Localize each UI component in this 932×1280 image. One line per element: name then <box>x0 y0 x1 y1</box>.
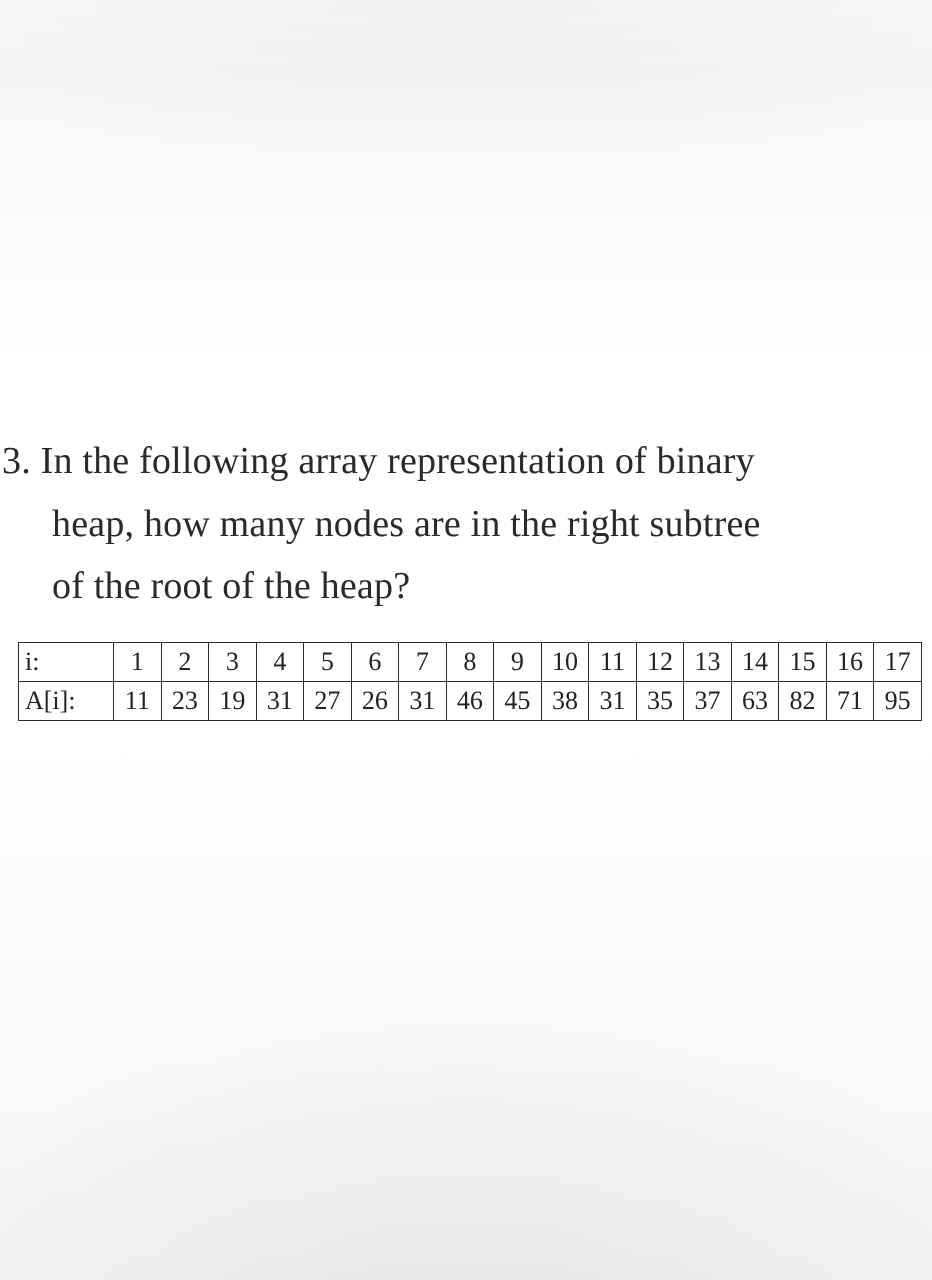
index-cell: 17 <box>874 643 922 682</box>
index-cell: 5 <box>304 643 352 682</box>
heap-table-wrap: i: 1 2 3 4 5 6 7 8 9 10 11 12 13 14 15 1… <box>18 642 922 721</box>
index-cell: 15 <box>779 643 827 682</box>
index-cell: 16 <box>826 643 874 682</box>
index-cell: 12 <box>636 643 684 682</box>
value-cell: 19 <box>209 682 257 721</box>
question-line-2: heap, how many nodes are in the right su… <box>0 493 898 556</box>
value-cell: 63 <box>731 682 779 721</box>
value-cell: 31 <box>256 682 304 721</box>
value-cell: 95 <box>874 682 922 721</box>
row-label-index: i: <box>19 643 114 682</box>
index-cell: 2 <box>161 643 209 682</box>
index-cell: 1 <box>114 643 162 682</box>
page: 3. In the following array representation… <box>0 0 932 1280</box>
index-cell: 13 <box>684 643 732 682</box>
row-label-values: A[i]: <box>19 682 114 721</box>
value-cell: 23 <box>161 682 209 721</box>
value-cell: 82 <box>779 682 827 721</box>
index-cell: 7 <box>399 643 447 682</box>
value-cell: 71 <box>826 682 874 721</box>
question-block: 3. In the following array representation… <box>0 430 932 618</box>
value-cell: 37 <box>684 682 732 721</box>
value-cell: 31 <box>399 682 447 721</box>
value-cell: 26 <box>351 682 399 721</box>
table-row: A[i]: 11 23 19 31 27 26 31 46 45 38 31 3… <box>19 682 922 721</box>
index-cell: 14 <box>731 643 779 682</box>
index-cell: 6 <box>351 643 399 682</box>
index-cell: 3 <box>209 643 257 682</box>
value-cell: 11 <box>114 682 162 721</box>
index-cell: 11 <box>589 643 637 682</box>
question-line-3: of the root of the heap? <box>0 555 898 618</box>
index-cell: 10 <box>541 643 589 682</box>
heap-table: i: 1 2 3 4 5 6 7 8 9 10 11 12 13 14 15 1… <box>18 642 922 721</box>
question-line-1: 3. In the following array representation… <box>0 430 898 493</box>
value-cell: 38 <box>541 682 589 721</box>
value-cell: 27 <box>304 682 352 721</box>
value-cell: 46 <box>446 682 494 721</box>
value-cell: 31 <box>589 682 637 721</box>
table-row: i: 1 2 3 4 5 6 7 8 9 10 11 12 13 14 15 1… <box>19 643 922 682</box>
index-cell: 9 <box>494 643 542 682</box>
index-cell: 4 <box>256 643 304 682</box>
value-cell: 35 <box>636 682 684 721</box>
index-cell: 8 <box>446 643 494 682</box>
value-cell: 45 <box>494 682 542 721</box>
